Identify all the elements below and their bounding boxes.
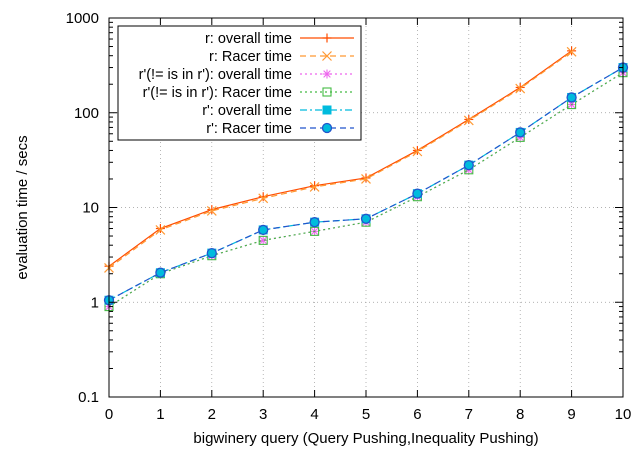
- legend-marker-0: [322, 33, 332, 43]
- x-tick-label: 0: [105, 406, 113, 423]
- series-1-point: [412, 146, 423, 157]
- series-5-point: [155, 267, 166, 278]
- x-tick-label: 4: [310, 406, 318, 423]
- x-tick-label: 2: [208, 406, 216, 423]
- y-tick-label: 1: [91, 294, 99, 311]
- legend-label: r': overall time: [202, 103, 292, 119]
- series-layer: [103, 46, 629, 312]
- y-tick-label: 1000: [66, 10, 99, 27]
- legend-box: [117, 25, 362, 141]
- series-5-point: [463, 159, 474, 171]
- x-axis-title: bigwinery query (Query Pushing,Inequalit…: [193, 430, 538, 447]
- x-tick-label: 5: [362, 406, 370, 423]
- series-1-point: [258, 193, 269, 204]
- legend-marker-4: [322, 105, 332, 115]
- legend-marker-3: [322, 87, 332, 97]
- series-0-point: [361, 173, 371, 183]
- series-3-point: [258, 235, 268, 245]
- series-1-point: [566, 46, 577, 57]
- series-line-1: [108, 51, 572, 269]
- series-1-point: [361, 174, 371, 184]
- legend-marker-1: [322, 51, 332, 61]
- series-3-point: [310, 226, 320, 236]
- series-5-point: [206, 247, 217, 259]
- y-tick-label: 0.1: [78, 389, 99, 406]
- y-tick-label: 100: [74, 105, 99, 122]
- x-tick-label: 7: [465, 406, 473, 423]
- series-2-point: [258, 235, 268, 245]
- series-5-point: [360, 213, 372, 224]
- series-1-point: [309, 181, 320, 192]
- series-0-point: [310, 181, 320, 191]
- y-tick-label: 10: [82, 200, 99, 217]
- x-tick-label: 3: [259, 406, 267, 423]
- legend-label: r: Racer time: [209, 49, 292, 65]
- series-0-point: [515, 82, 525, 92]
- series-0-point: [412, 145, 422, 155]
- legend-label: r: overall time: [205, 31, 292, 47]
- x-tick-label: 10: [615, 406, 632, 423]
- y-axis-title: evaluation time / secs: [14, 135, 31, 279]
- grid: [108, 18, 624, 397]
- legend-marker-5: [321, 122, 333, 134]
- series-5-point: [515, 127, 526, 138]
- series-0-point: [464, 114, 474, 124]
- ticks: 0 1 2 3 4 5 6 7 8 9 10 0.1 1 10 100 1000: [66, 10, 632, 423]
- series-5-point: [258, 224, 269, 236]
- series-1-point: [515, 83, 526, 94]
- x-tick-label: 9: [567, 406, 575, 423]
- x-tick-label: 8: [516, 406, 524, 423]
- series-0-point: [155, 224, 165, 234]
- series-0-point: [567, 46, 577, 56]
- legend: r: overall time r: Racer time r'(!= is in …: [117, 25, 362, 141]
- x-tick-label: 6: [413, 406, 421, 423]
- x-tick-label: 1: [156, 406, 164, 423]
- series-1-point: [463, 115, 474, 126]
- series-5-point: [566, 92, 577, 103]
- series-1-point: [206, 206, 217, 216]
- legend-label: r': Racer time: [206, 121, 292, 137]
- series-line-3: [108, 72, 624, 308]
- series-5-point: [309, 217, 320, 228]
- series-1-point: [155, 224, 166, 235]
- series-0-point: [258, 192, 268, 202]
- legend-marker-2: [322, 69, 332, 79]
- legend-label: r'(!= is in r'): overall time: [139, 67, 292, 83]
- legend-label: r'(!= is in r'): Racer time: [143, 85, 292, 101]
- series-line-0: [108, 50, 572, 267]
- series-5-point: [412, 188, 423, 199]
